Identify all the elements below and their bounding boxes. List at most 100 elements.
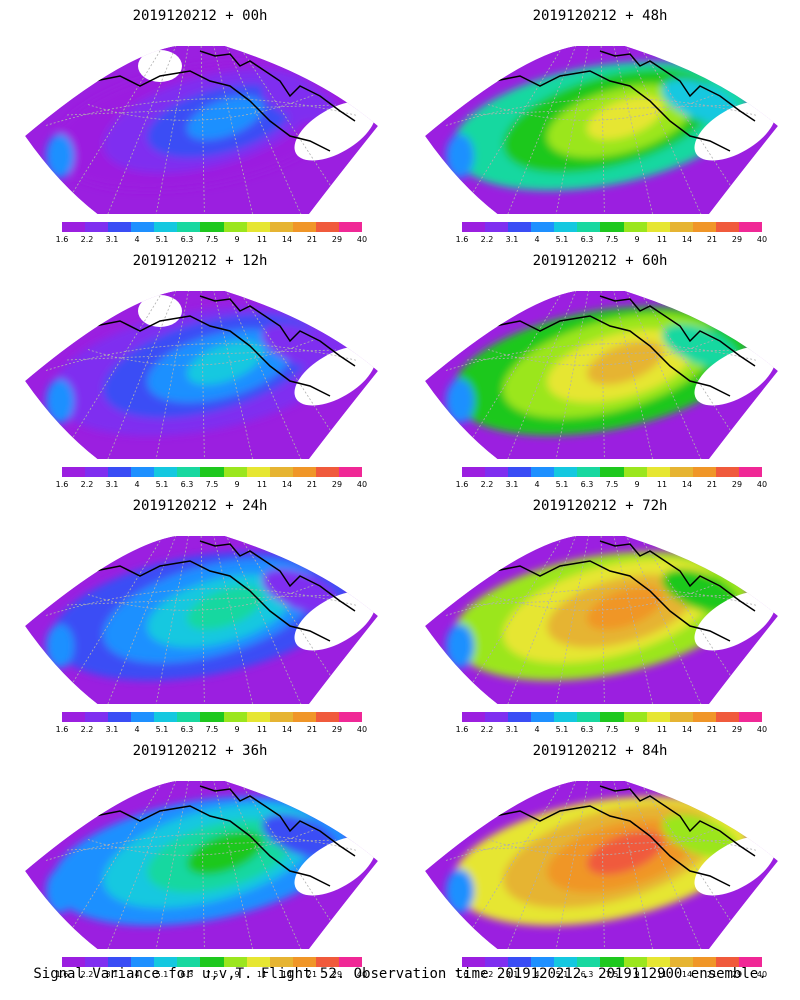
field-contour <box>46 624 74 668</box>
field-contour <box>46 134 74 178</box>
field-contour <box>261 324 339 368</box>
colorbar-label: 1.6 <box>455 725 469 734</box>
colorbar-swatch <box>577 222 601 232</box>
latitude-line <box>66 594 337 606</box>
meridian-line <box>199 536 261 704</box>
figure-caption: Signal Variance for u,v,T. Flight 52. Ob… <box>33 966 767 982</box>
colorbar-swatch <box>131 957 155 967</box>
colorbar-swatch <box>223 222 247 232</box>
colorbar-swatch <box>85 222 109 232</box>
colorbar-swatch <box>131 712 155 722</box>
meridian-line <box>599 536 661 704</box>
meridian-line <box>599 291 716 459</box>
colorbar-label: 9 <box>634 725 640 734</box>
colorbar-label: 9 <box>234 970 240 979</box>
colorbar-swatch <box>462 957 486 967</box>
coastline <box>494 50 756 152</box>
colorbar-label: 7.5 <box>205 480 219 489</box>
colorbar-label: 21 <box>706 480 718 489</box>
field-contour <box>446 379 474 423</box>
field-contour <box>186 831 264 875</box>
variance-map <box>425 46 778 214</box>
meridian-line <box>94 536 201 704</box>
colorbar-swatch <box>200 712 224 722</box>
colorbar-swatch <box>508 712 532 722</box>
colorbar-label: 9 <box>634 480 640 489</box>
colorbar-swatch <box>623 957 647 967</box>
field-contour <box>46 379 74 423</box>
latitude-line <box>66 104 337 116</box>
colorbar-swatch <box>715 467 739 477</box>
colorbar-label: 4 <box>534 235 540 244</box>
latitude-line <box>487 584 716 611</box>
meridian-line <box>39 291 201 459</box>
latitude-line <box>87 94 316 121</box>
panel-title: 2019120212 + 12h <box>132 253 268 269</box>
colorbar-swatch <box>246 957 270 967</box>
meridian-line <box>199 291 261 459</box>
variance-map <box>25 781 378 949</box>
meridian-line <box>599 46 606 214</box>
variance-map <box>25 536 378 704</box>
colorbar-label: 3.1 <box>505 970 519 979</box>
colorbar-swatch <box>600 712 624 722</box>
colorbar-label: 6.3 <box>580 970 594 979</box>
colorbar-label: 1.6 <box>55 970 69 979</box>
forecast-panel: 2019120212 + 60h 1.6 2.2 3.1 4 5.1 6.3 7.5 9 11 14… <box>400 245 800 490</box>
colorbar-label: 11 <box>656 235 668 244</box>
meridian-line <box>94 291 201 459</box>
colorbar-labels: 1.6 2.2 3.1 4 5.1 6.3 7.5 9 11 14 21 29 40 <box>52 480 372 492</box>
field-contour <box>261 814 339 858</box>
colorbar-label: 5.1 <box>555 235 569 244</box>
colorbar-swatch <box>692 222 716 232</box>
latitude-line <box>487 829 716 856</box>
forecast-panel: 2019120212 + 72h 1.6 2.2 3.1 4 5.1 6.3 7.5 9 11 14… <box>400 490 800 735</box>
colorbar-swatch <box>577 957 601 967</box>
colorbar-swatch <box>177 957 201 967</box>
colorbar-label: 40 <box>356 480 368 489</box>
colorbar-label: 4 <box>134 970 140 979</box>
field-contour <box>586 341 664 385</box>
variance-field <box>425 536 778 704</box>
meridian-line <box>39 536 201 704</box>
field-contour <box>186 586 264 630</box>
colorbar-label: 40 <box>756 480 768 489</box>
colorbar-label: 21 <box>306 725 318 734</box>
colorbar-label: 1.6 <box>455 970 469 979</box>
coastline <box>94 295 356 397</box>
field-contour <box>586 831 664 875</box>
colorbar-swatch <box>738 712 763 722</box>
colorbar-label: 40 <box>356 235 368 244</box>
field-contour <box>261 79 339 123</box>
meridian-line <box>199 46 261 214</box>
colorbar-swatch <box>462 467 486 477</box>
colorbar-swatch <box>315 222 339 232</box>
colorbar-label: 6.3 <box>580 725 594 734</box>
colorbar-swatch <box>338 712 363 722</box>
colorbar-label: 5.1 <box>155 480 169 489</box>
forecast-panel: 2019120212 + 84h 1.6 2.2 3.1 4 5.1 6.3 7.5 9 11 14… <box>400 735 800 980</box>
colorbar-label: 14 <box>681 235 693 244</box>
colorbar-label: 14 <box>281 235 293 244</box>
variance-map <box>425 291 778 459</box>
colorbar-label: 21 <box>706 235 718 244</box>
colorbar-label: 6.3 <box>580 235 594 244</box>
field-contour <box>661 324 739 368</box>
colorbar-swatch <box>531 222 555 232</box>
colorbar-label: 5.1 <box>555 480 569 489</box>
colorbar-label: 2.2 <box>80 235 94 244</box>
meridian-line <box>39 781 201 949</box>
colorbar-swatch <box>462 222 486 232</box>
field-contour <box>661 569 739 613</box>
colorbar-swatch <box>669 957 693 967</box>
panel-title: 2019120212 + 84h <box>532 743 668 759</box>
colorbar-swatch <box>692 467 716 477</box>
panel-title: 2019120212 + 00h <box>132 8 268 24</box>
colorbar-label: 4 <box>534 725 540 734</box>
colorbar-label: 11 <box>256 970 268 979</box>
colorbar-swatch <box>577 467 601 477</box>
field-contour <box>261 569 339 613</box>
colorbar-label: 5.1 <box>555 725 569 734</box>
field-contour <box>186 341 264 385</box>
field-contour <box>46 869 74 913</box>
